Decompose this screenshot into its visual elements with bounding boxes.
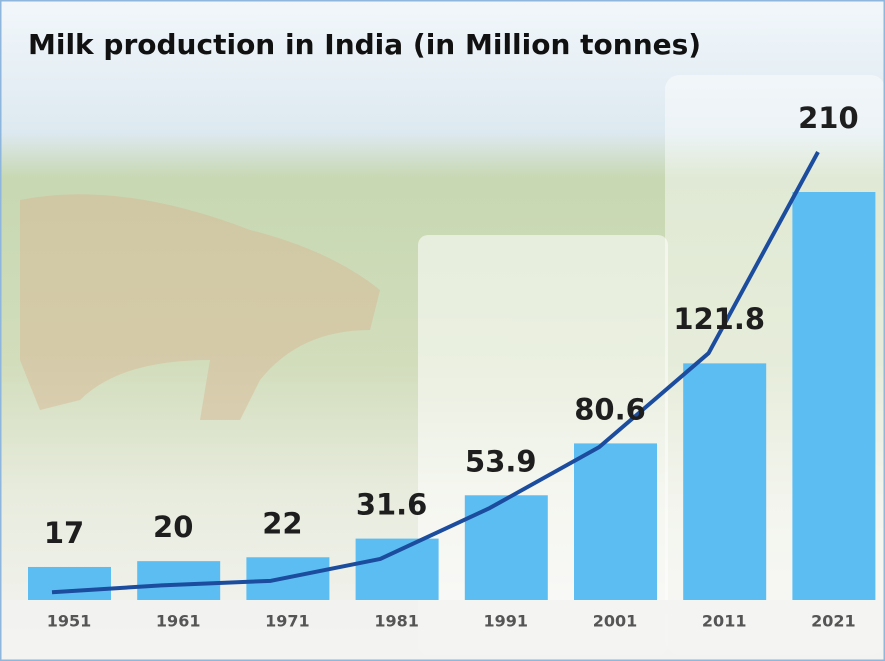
floor <box>0 600 885 661</box>
data-label: 53.9 <box>465 444 537 478</box>
bar <box>464 495 548 600</box>
x-tick-label: 1951 <box>47 612 92 631</box>
x-tick-label: 1981 <box>374 612 419 631</box>
bar <box>683 363 767 600</box>
x-tick-label: 2021 <box>811 612 856 631</box>
chart-title: Milk production in India (in Million ton… <box>28 28 701 61</box>
data-label: 22 <box>262 506 302 540</box>
data-label: 210 <box>798 101 859 135</box>
cow-shape <box>20 194 380 420</box>
bar <box>792 192 876 600</box>
bar <box>355 538 439 600</box>
data-label: 20 <box>153 510 193 544</box>
trend-line <box>51 151 820 595</box>
x-tick-label: 1991 <box>484 612 529 631</box>
data-label: 121.8 <box>673 302 765 336</box>
x-tick-label: 2001 <box>593 612 638 631</box>
x-tick-label: 2011 <box>702 612 747 631</box>
bar <box>28 566 111 600</box>
bar <box>137 561 221 600</box>
data-label: 80.6 <box>574 392 646 426</box>
x-tick-label: 1961 <box>156 612 201 631</box>
data-label: 31.6 <box>356 488 428 522</box>
data-label: 17 <box>44 516 84 550</box>
x-tick-label: 1971 <box>265 612 310 631</box>
bar <box>574 443 657 600</box>
